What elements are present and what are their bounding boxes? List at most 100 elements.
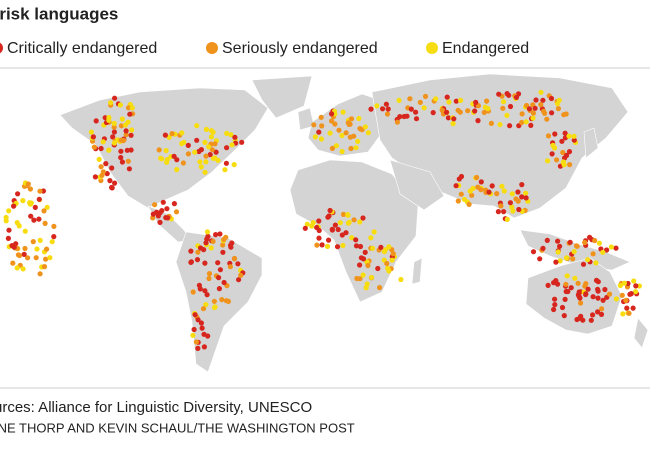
language-dot [555, 249, 561, 255]
language-dot [433, 96, 439, 102]
language-dot [42, 220, 48, 226]
language-dots [3, 89, 643, 351]
language-dot [446, 99, 452, 105]
language-dot [190, 332, 196, 338]
language-dot [345, 212, 351, 218]
language-dot [200, 306, 207, 312]
language-dot [551, 306, 557, 313]
language-dot [324, 243, 331, 249]
language-dot [327, 130, 333, 136]
language-dot [552, 145, 558, 151]
language-dot [544, 116, 550, 122]
language-dot [561, 162, 567, 168]
language-dot [197, 159, 203, 165]
language-dot [484, 98, 490, 104]
language-dot [537, 256, 543, 262]
language-dot [445, 115, 451, 121]
language-dot [466, 201, 472, 207]
language-dot [44, 246, 50, 252]
language-dot [217, 267, 223, 273]
language-dot [596, 240, 603, 246]
language-dot [180, 160, 186, 166]
language-dot [604, 247, 610, 253]
language-dot [3, 218, 9, 224]
language-dot [169, 131, 175, 137]
language-dot [582, 239, 588, 246]
language-dot [91, 144, 97, 150]
language-dot [111, 120, 117, 126]
language-dot [481, 109, 487, 115]
language-dot [564, 152, 570, 158]
language-dot [504, 216, 510, 222]
language-dot [185, 142, 191, 148]
language-dot [198, 245, 204, 251]
language-dot [223, 160, 229, 166]
language-dot [224, 145, 230, 151]
language-dot [555, 106, 562, 112]
language-dot [523, 195, 529, 201]
language-dot [355, 138, 361, 144]
language-dot [37, 188, 43, 194]
language-dot [171, 201, 177, 207]
language-dot [385, 106, 391, 112]
language-dot [34, 246, 40, 252]
language-dot [357, 219, 363, 225]
language-dot [375, 265, 381, 272]
language-dot [100, 139, 106, 145]
language-dot [191, 326, 197, 333]
language-dot [217, 231, 223, 237]
language-dot [587, 234, 593, 240]
language-dot [478, 179, 484, 185]
language-dot [204, 292, 210, 298]
language-dot [202, 139, 208, 145]
language-dot [499, 183, 505, 189]
language-dot [166, 134, 172, 140]
language-dot [563, 281, 569, 287]
language-dot [92, 174, 98, 180]
language-dot [202, 260, 208, 266]
language-dot [319, 242, 325, 248]
language-dot [201, 344, 207, 350]
language-dot [413, 116, 420, 122]
language-dot [106, 114, 112, 121]
language-dot [472, 108, 478, 114]
language-dot [617, 282, 624, 289]
language-dot [196, 282, 202, 288]
language-dot [385, 265, 391, 271]
language-dot [389, 257, 395, 263]
language-dot [222, 167, 228, 173]
language-dot [566, 133, 572, 139]
language-dot [209, 147, 215, 153]
language-dot [353, 243, 360, 249]
language-dot [171, 153, 177, 159]
language-dot [421, 105, 427, 111]
language-dot [109, 165, 115, 171]
language-dot [455, 198, 461, 204]
language-dot [564, 273, 570, 279]
language-dot [348, 145, 354, 152]
language-dot [208, 245, 214, 251]
language-dot [129, 127, 135, 133]
language-dot [357, 262, 363, 268]
language-dot [583, 291, 589, 297]
language-dot [41, 208, 47, 214]
language-dot [203, 153, 209, 159]
language-dot [238, 272, 244, 278]
language-dot [206, 275, 212, 282]
language-dot [329, 118, 335, 124]
language-dot [498, 203, 504, 209]
language-dot [118, 148, 124, 154]
madagascar [411, 257, 423, 285]
language-dot [595, 295, 601, 301]
language-dot [371, 229, 377, 235]
language-dot [417, 99, 423, 105]
language-dot [165, 215, 171, 221]
language-dot [378, 244, 384, 250]
language-dot [332, 222, 338, 228]
language-dot [356, 115, 362, 122]
language-dot [624, 305, 630, 311]
language-dot [469, 192, 475, 198]
language-dot [578, 300, 584, 306]
language-dot [195, 345, 201, 351]
